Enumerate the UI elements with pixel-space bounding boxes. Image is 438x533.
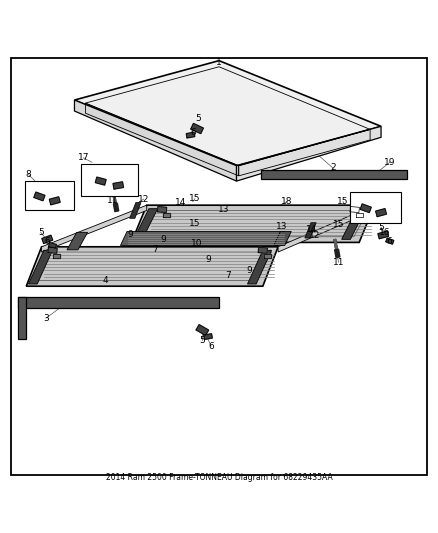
Text: 12: 12	[138, 195, 149, 204]
Polygon shape	[204, 334, 212, 340]
Text: 4: 4	[102, 276, 108, 285]
Polygon shape	[386, 238, 394, 244]
Polygon shape	[264, 254, 271, 258]
Polygon shape	[48, 247, 57, 253]
Text: 15: 15	[333, 220, 344, 229]
Text: 12: 12	[309, 231, 320, 240]
Polygon shape	[305, 223, 316, 238]
Text: 9: 9	[160, 235, 166, 244]
Polygon shape	[191, 124, 203, 134]
Polygon shape	[350, 207, 359, 213]
Text: 7: 7	[225, 271, 231, 280]
Text: 6: 6	[44, 237, 50, 246]
Text: 6: 6	[208, 342, 214, 351]
Polygon shape	[378, 231, 389, 239]
Polygon shape	[247, 251, 272, 284]
Text: 15: 15	[337, 197, 349, 206]
Polygon shape	[158, 207, 166, 213]
Polygon shape	[335, 249, 340, 257]
Polygon shape	[95, 177, 106, 185]
Text: 11: 11	[107, 196, 119, 205]
Text: 2014 Ram 2500 Frame-TONNEAU Diagram for 68229435AA: 2014 Ram 2500 Frame-TONNEAU Diagram for …	[106, 473, 332, 482]
Bar	[25, 181, 74, 209]
Polygon shape	[26, 247, 278, 286]
Polygon shape	[74, 100, 237, 181]
Polygon shape	[42, 205, 147, 252]
Polygon shape	[360, 204, 371, 213]
Text: 15: 15	[189, 194, 201, 203]
Text: 9: 9	[127, 230, 134, 239]
Polygon shape	[261, 170, 407, 179]
Text: 9: 9	[247, 266, 253, 276]
Polygon shape	[42, 235, 53, 244]
Polygon shape	[356, 213, 363, 217]
Polygon shape	[258, 247, 267, 253]
Polygon shape	[134, 209, 158, 239]
Text: 6: 6	[191, 128, 197, 138]
Polygon shape	[113, 203, 119, 212]
Polygon shape	[163, 213, 170, 217]
Polygon shape	[376, 208, 386, 216]
Polygon shape	[34, 192, 45, 201]
Polygon shape	[18, 297, 26, 339]
Text: 17: 17	[78, 154, 89, 163]
Text: 5: 5	[195, 114, 201, 123]
Polygon shape	[186, 132, 195, 138]
Polygon shape	[131, 205, 374, 243]
Text: 6: 6	[386, 237, 392, 246]
Bar	[350, 192, 401, 223]
Polygon shape	[278, 205, 374, 252]
Bar	[81, 164, 138, 197]
Text: 19: 19	[384, 158, 396, 167]
Polygon shape	[49, 197, 60, 205]
Text: 15: 15	[189, 219, 201, 228]
Polygon shape	[53, 254, 60, 258]
Polygon shape	[342, 209, 366, 239]
Text: 11: 11	[333, 257, 344, 266]
Text: 13: 13	[218, 205, 229, 214]
Polygon shape	[274, 231, 291, 246]
Polygon shape	[120, 231, 285, 246]
Polygon shape	[74, 61, 381, 166]
Polygon shape	[18, 297, 219, 308]
Text: 1: 1	[216, 58, 222, 67]
Text: 2: 2	[330, 164, 336, 173]
Text: 13: 13	[276, 222, 287, 231]
Text: 3: 3	[43, 314, 49, 322]
Text: 5: 5	[378, 223, 384, 231]
Text: 10: 10	[191, 239, 203, 248]
Text: 18: 18	[281, 197, 293, 206]
Text: 16: 16	[379, 228, 390, 237]
Text: 5: 5	[199, 336, 205, 344]
Text: 5: 5	[38, 228, 44, 237]
Text: 14: 14	[306, 225, 318, 234]
Polygon shape	[28, 251, 53, 284]
Text: 14: 14	[175, 198, 187, 207]
Polygon shape	[237, 126, 381, 181]
Polygon shape	[49, 243, 57, 248]
Polygon shape	[130, 203, 141, 219]
Text: 8: 8	[25, 170, 32, 179]
Text: 9: 9	[205, 255, 211, 264]
Polygon shape	[67, 232, 88, 250]
Text: 7: 7	[152, 245, 159, 254]
Polygon shape	[196, 325, 208, 335]
Polygon shape	[113, 182, 124, 189]
